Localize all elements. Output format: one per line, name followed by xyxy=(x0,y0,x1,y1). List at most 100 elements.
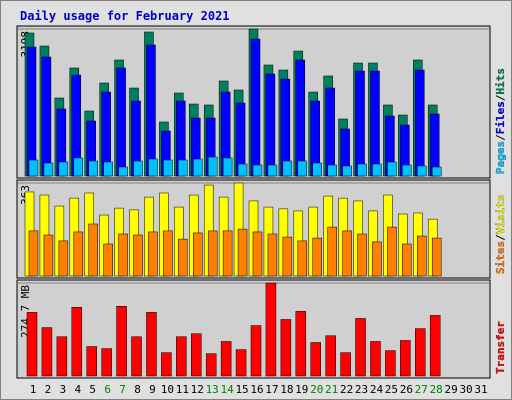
bar xyxy=(116,306,127,377)
x-tick-label: 22 xyxy=(340,383,353,396)
bar xyxy=(205,353,217,377)
bar xyxy=(342,165,352,177)
bar xyxy=(43,162,54,177)
x-tick-label: 1 xyxy=(30,383,37,396)
bar xyxy=(402,243,412,277)
bar xyxy=(28,230,39,277)
x-tick-label: 16 xyxy=(250,383,263,396)
bar xyxy=(41,56,52,177)
x-tick-label: 15 xyxy=(235,383,248,396)
bar xyxy=(415,328,426,377)
bar xyxy=(402,164,412,177)
legend-entry: Files xyxy=(494,101,507,134)
x-tick-label: 2 xyxy=(45,383,52,396)
x-tick-label: 6 xyxy=(104,383,111,396)
bar xyxy=(26,312,38,377)
bar xyxy=(163,230,173,277)
bar xyxy=(222,157,233,177)
bar xyxy=(370,341,381,377)
bar xyxy=(370,70,380,177)
x-tick-label: 24 xyxy=(370,383,384,396)
x-tick-label: 28 xyxy=(430,383,443,396)
x-tick-label: 30 xyxy=(459,383,472,396)
bar xyxy=(355,70,365,177)
bar xyxy=(103,243,113,277)
legend: Pages/Files/Hits xyxy=(494,68,507,174)
legend-entry: Pages xyxy=(494,141,507,174)
x-tick-label: 17 xyxy=(265,383,278,396)
bar xyxy=(429,113,440,177)
x-tick-label: 12 xyxy=(191,383,204,396)
bar xyxy=(372,163,382,177)
legend-entry: Transfer xyxy=(494,321,507,374)
bar xyxy=(312,237,322,277)
bar xyxy=(101,348,112,377)
bar xyxy=(417,235,427,277)
bar xyxy=(357,163,367,177)
bar xyxy=(88,160,98,177)
bar xyxy=(148,158,158,177)
x-tick-label: 8 xyxy=(134,383,141,396)
bar xyxy=(327,164,337,177)
bar xyxy=(280,319,292,377)
bar xyxy=(41,327,53,377)
bar xyxy=(250,38,261,177)
bar xyxy=(148,231,158,277)
bar xyxy=(220,341,232,377)
x-tick-label: 3 xyxy=(60,383,67,396)
bar xyxy=(372,241,382,277)
x-tick-label: 26 xyxy=(400,383,413,396)
bar xyxy=(222,230,233,277)
bar xyxy=(103,161,113,177)
legend-entry: Sites xyxy=(494,241,507,274)
legend-separator: / xyxy=(494,94,507,101)
bar xyxy=(415,69,425,177)
bar xyxy=(340,352,351,377)
bar xyxy=(235,349,247,377)
x-tick-label: 7 xyxy=(119,383,126,396)
bar xyxy=(265,73,276,177)
bar xyxy=(146,312,157,377)
bar xyxy=(327,226,337,277)
bar xyxy=(118,233,128,277)
legend: Transfer xyxy=(494,321,507,374)
x-tick-label: 29 xyxy=(445,383,458,396)
bar xyxy=(26,46,37,177)
bar xyxy=(237,228,248,277)
x-tick-label: 13 xyxy=(206,383,219,396)
bar xyxy=(86,346,97,377)
bar xyxy=(312,162,322,177)
x-tick-label: 27 xyxy=(415,383,428,396)
legend-entry: Visits xyxy=(494,195,507,235)
x-tick-label: 19 xyxy=(295,383,308,396)
bar xyxy=(58,161,69,177)
legend-separator: / xyxy=(494,134,507,141)
x-tick-label: 31 xyxy=(474,383,487,396)
bar xyxy=(282,236,293,277)
legend: Sites/Visits xyxy=(494,195,507,275)
x-tick-label: 20 xyxy=(310,383,323,396)
legend-entry: Hits xyxy=(494,68,507,95)
bar xyxy=(71,307,83,377)
bar xyxy=(429,315,441,377)
bar xyxy=(88,223,98,277)
bar xyxy=(28,159,39,177)
bar xyxy=(73,157,84,177)
bar xyxy=(297,160,308,177)
bar xyxy=(325,335,336,377)
bar xyxy=(131,336,142,377)
bar xyxy=(252,231,263,277)
bar xyxy=(178,159,188,177)
bar xyxy=(267,233,278,277)
bar xyxy=(252,164,263,177)
bar xyxy=(193,232,203,277)
x-tick-label: 11 xyxy=(176,383,189,396)
bar xyxy=(176,336,187,377)
bar xyxy=(400,340,411,377)
x-tick-label: 18 xyxy=(280,383,293,396)
bar xyxy=(387,226,397,277)
legend-separator: / xyxy=(494,234,507,241)
x-tick-label: 9 xyxy=(149,383,156,396)
bar xyxy=(178,238,188,277)
